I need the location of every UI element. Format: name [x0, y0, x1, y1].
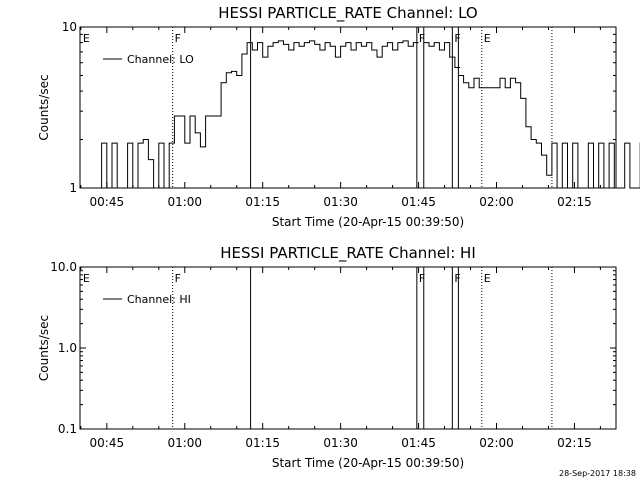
x-tick-label: 01:15	[245, 436, 280, 450]
panel-lo: HESSI PARTICLE_RATE Channel: LO 00:45 01:0…	[37, 4, 640, 229]
x-tick-label: 01:30	[323, 436, 358, 450]
x-tick-label: 00:45	[90, 436, 125, 450]
plot-frame	[79, 266, 617, 430]
event-flag-label: E	[484, 32, 491, 45]
event-flag-label: F	[454, 32, 460, 45]
panel-hi: HESSI PARTICLE_RATE Channel: HI 00:45 01:0…	[37, 244, 617, 470]
y-axis-label: Counts/sec	[37, 74, 51, 140]
x-tick-label: 01:45	[401, 195, 436, 209]
x-tick-label: 02:15	[557, 195, 592, 209]
x-tick-label: 01:45	[401, 436, 436, 450]
x-tick-label: 02:00	[479, 436, 514, 450]
y-tick-label: 10.0	[50, 260, 77, 274]
y-tick-label: 10	[62, 20, 77, 34]
x-tick-label: 00:45	[90, 195, 125, 209]
y-tick-label: 0.1	[58, 422, 77, 436]
x-tick-label: 01:30	[323, 195, 358, 209]
x-tick-label: 01:00	[167, 436, 202, 450]
event-flag-label: E	[83, 272, 90, 285]
event-flag-label: E	[83, 32, 90, 45]
chart-title: HESSI PARTICLE_RATE Channel: LO	[218, 4, 477, 23]
event-flag-label: F	[175, 32, 181, 45]
timestamp: 28-Sep-2017 18:38	[559, 469, 636, 478]
chart-title: HESSI PARTICLE_RATE Channel: HI	[220, 244, 476, 263]
y-axis-label: Counts/sec	[37, 315, 51, 381]
event-flag-label: F	[419, 272, 425, 285]
legend-entry: Channel: HI	[127, 293, 191, 306]
x-tick-label: 01:15	[245, 195, 280, 209]
series-line	[423, 42, 461, 68]
x-tick-label: 01:00	[167, 195, 202, 209]
series-line	[458, 75, 640, 189]
event-flag-label: F	[419, 32, 425, 45]
x-axis-label: Start Time (20-Apr-15 00:39:50)	[272, 456, 464, 470]
x-axis-label: Start Time (20-Apr-15 00:39:50)	[272, 215, 464, 229]
y-tick-label: 1	[69, 181, 77, 195]
legend-entry: Channel: LO	[127, 53, 194, 66]
y-tick-label: 1.0	[58, 341, 77, 355]
series-line	[91, 40, 419, 189]
x-tick-label: 02:15	[557, 436, 592, 450]
event-flag-label: F	[175, 272, 181, 285]
x-tick-label: 02:00	[479, 195, 514, 209]
event-flag-label: E	[484, 272, 491, 285]
event-flag-label: F	[454, 272, 460, 285]
plot-frame	[79, 26, 617, 189]
